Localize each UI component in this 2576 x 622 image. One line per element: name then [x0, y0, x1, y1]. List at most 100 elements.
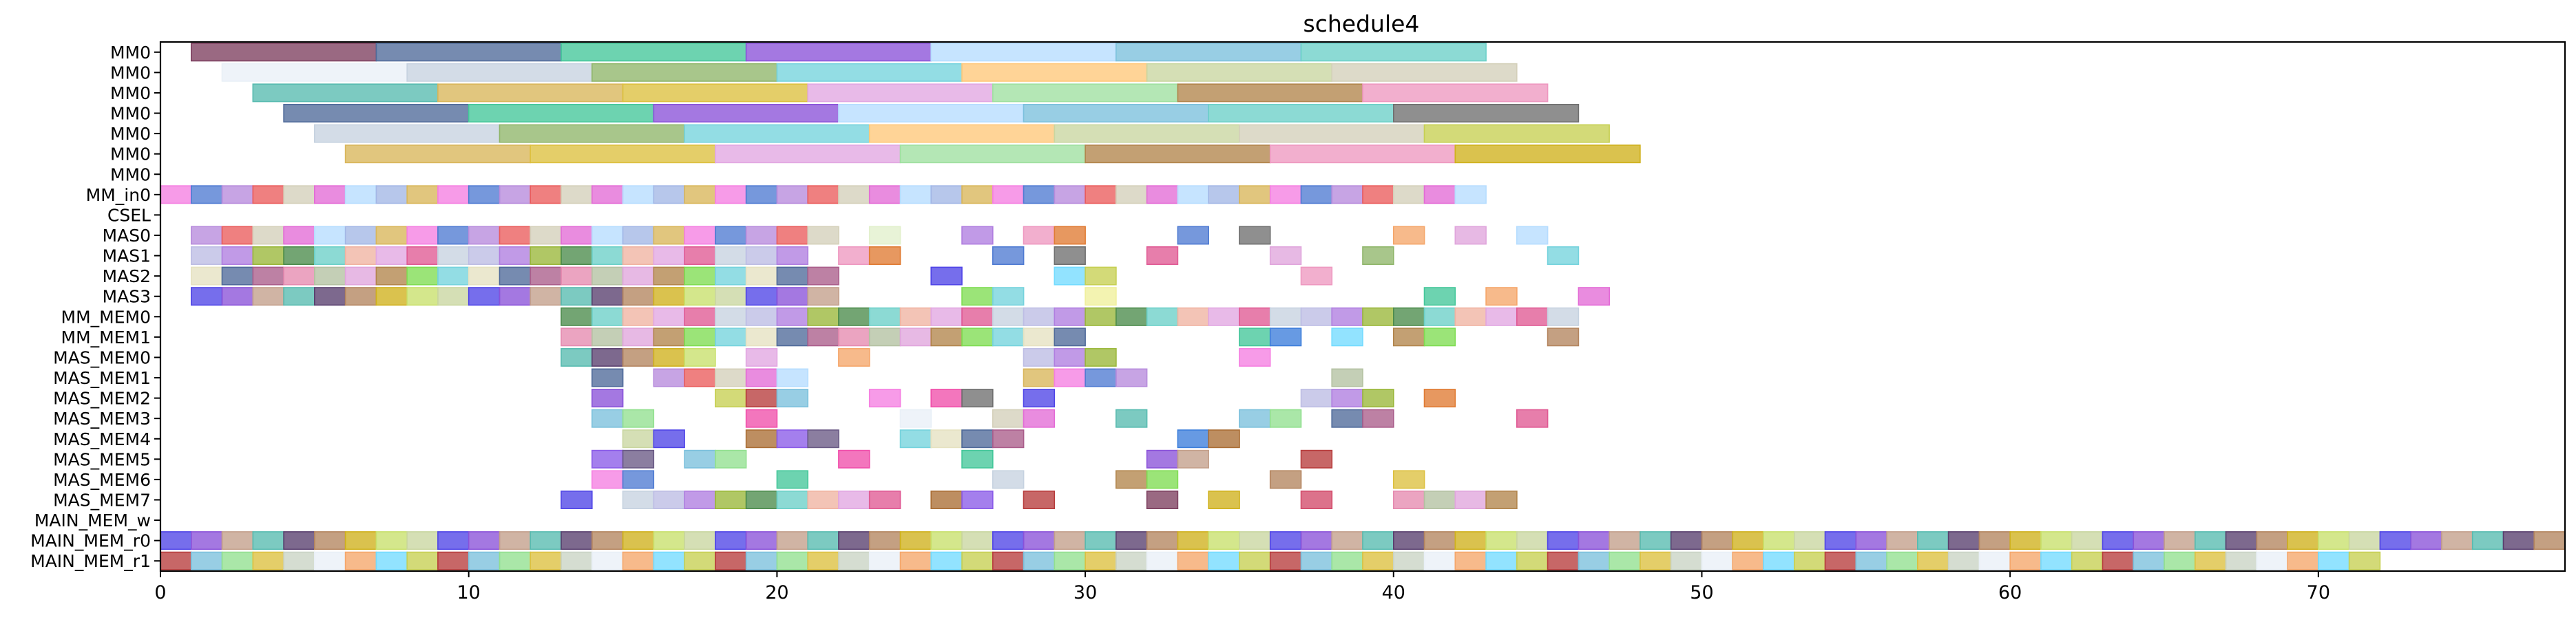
gantt-bar [561, 43, 747, 62]
gantt-bar [1423, 389, 1456, 408]
gantt-bar [776, 307, 809, 326]
gantt-bar [1269, 307, 1302, 326]
gantt-bar [1116, 368, 1148, 387]
gantt-bar [1023, 490, 1056, 509]
gantt-bar [653, 266, 685, 286]
gantt-bar [2287, 551, 2319, 570]
gantt-bar [1331, 531, 1363, 550]
gantt-bar [591, 266, 624, 286]
gantt-bar [2256, 551, 2288, 570]
gantt-bar [653, 368, 685, 387]
gantt-bar [622, 328, 655, 347]
gantt-bar [190, 551, 223, 570]
gantt-bar [899, 307, 932, 326]
gantt-bar [838, 490, 870, 509]
gantt-bar [437, 185, 470, 204]
gantt-bar [684, 226, 716, 245]
gantt-bar [1516, 226, 1549, 245]
gantt-bar [1609, 551, 1641, 570]
gantt-bar [530, 185, 562, 204]
gantt-bar [252, 185, 284, 204]
gantt-bar [899, 409, 932, 428]
gantt-bar [160, 185, 192, 204]
gantt-bar [1239, 551, 1271, 570]
gantt-bar [868, 531, 901, 550]
gantt-bar [1269, 470, 1302, 489]
gantt-bar [1239, 328, 1271, 347]
gantt-bar [622, 470, 655, 489]
gantt-bar [992, 83, 1179, 103]
gantt-bar [1393, 104, 1580, 123]
gantt-bar [190, 287, 223, 306]
gantt-bar [2348, 551, 2381, 570]
gantt-bar [283, 246, 315, 265]
gantt-bar [1423, 328, 1456, 347]
gantt-bar [1239, 185, 1271, 204]
gantt-bar [622, 490, 655, 509]
gantt-bar [838, 328, 870, 347]
gantt-bar [406, 63, 593, 82]
gantt-bar [1239, 124, 1425, 143]
gantt-bar [653, 287, 685, 306]
gantt-bar [1547, 246, 1580, 265]
gantt-bar [2071, 551, 2104, 570]
gantt-bar [499, 287, 532, 306]
y-tick-label: MM0 [110, 83, 151, 103]
gantt-bar [776, 470, 809, 489]
gantt-bar [313, 185, 346, 204]
gantt-bar [406, 266, 439, 286]
gantt-bar [1485, 490, 1518, 509]
gantt-bar [375, 226, 408, 245]
gantt-bar [437, 287, 470, 306]
gantt-bar [961, 531, 994, 550]
gantt-bar [715, 389, 747, 408]
gantt-bar [868, 307, 901, 326]
gantt-bar [992, 429, 1025, 449]
gantt-bar [715, 551, 747, 570]
gantt-bar [1269, 144, 1456, 164]
gantt-bar [437, 551, 470, 570]
gantt-bar [1269, 328, 1302, 347]
gantt-bar [1269, 551, 1302, 570]
gantt-bar [375, 287, 408, 306]
gantt-bar [653, 185, 685, 204]
gantt-bar [2441, 531, 2473, 550]
gantt-bar [1054, 368, 1086, 387]
gantt-bar [1732, 531, 1764, 550]
gantt-bar [807, 551, 839, 570]
gantt-bar [1485, 531, 1518, 550]
gantt-bar [868, 124, 1056, 143]
gantt-bar [961, 185, 994, 204]
gantt-bar [776, 63, 963, 82]
gantt-bar [344, 266, 377, 286]
gantt-bar [313, 226, 346, 245]
gantt-bar [283, 185, 315, 204]
gantt-bar [684, 551, 716, 570]
y-tick-label: MAS3 [103, 287, 151, 307]
gantt-bar [190, 266, 223, 286]
gantt-bar [406, 287, 439, 306]
gantt-bar [2195, 551, 2227, 570]
gantt-bar [1239, 347, 1271, 367]
gantt-bar [684, 328, 716, 347]
gantt-bar [344, 531, 377, 550]
gantt-bar [1054, 226, 1086, 245]
gantt-bar [2225, 531, 2258, 550]
gantt-bar [1146, 490, 1179, 509]
gantt-bar [1609, 531, 1641, 550]
gantt-bar [1763, 531, 1795, 550]
gantt-bar [375, 246, 408, 265]
gantt-bar [622, 266, 655, 286]
gantt-bar [715, 328, 747, 347]
gantt-bar [1578, 551, 1610, 570]
gantt-bar [252, 551, 284, 570]
gantt-bar [499, 124, 685, 143]
gantt-bar [1701, 551, 1734, 570]
gantt-bar [745, 266, 778, 286]
gantt-bar [375, 531, 408, 550]
gantt-bar [961, 307, 994, 326]
gantt-bar [745, 490, 778, 509]
gantt-bar [1423, 307, 1456, 326]
x-tick-label: 60 [1998, 582, 2022, 603]
